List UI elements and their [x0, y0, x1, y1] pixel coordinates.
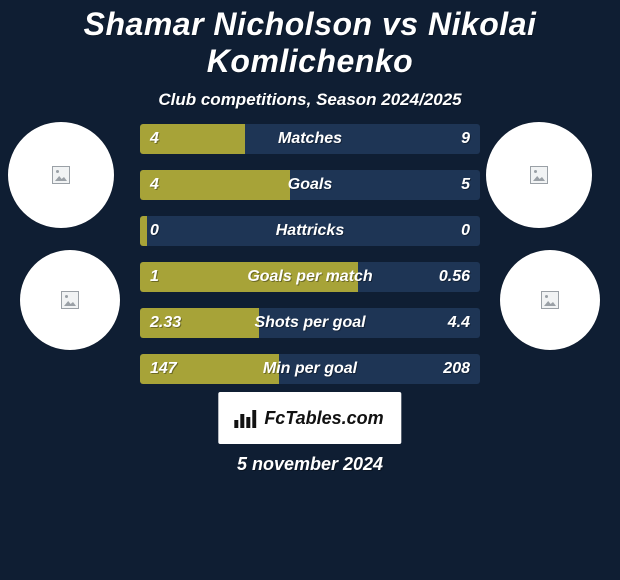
stat-row: Goals45	[140, 170, 480, 200]
source-badge: FcTables.com	[218, 392, 401, 444]
stat-bar-left	[140, 354, 279, 384]
stat-bar-right	[259, 308, 480, 338]
placeholder-icon	[541, 291, 559, 309]
stat-row: Hattricks00	[140, 216, 480, 246]
stat-row: Min per goal147208	[140, 354, 480, 384]
page-title: Shamar Nicholson vs Nikolai Komlichenko	[0, 0, 620, 80]
footer-date: 5 november 2024	[0, 454, 620, 475]
stat-bar-left	[140, 124, 245, 154]
player-right-avatar	[486, 122, 592, 228]
placeholder-icon	[61, 291, 79, 309]
stats-bars: Matches49 Goals45 Hattricks00 Goals per mat…	[140, 124, 480, 400]
stat-bar-left	[140, 216, 147, 246]
stat-bar-left	[140, 308, 259, 338]
stat-row: Goals per match10.56	[140, 262, 480, 292]
placeholder-icon	[530, 166, 548, 184]
stat-bar-right	[290, 170, 480, 200]
stat-bar-right	[358, 262, 480, 292]
player-left-avatar	[8, 122, 114, 228]
stat-row: Matches49	[140, 124, 480, 154]
club-right-avatar	[500, 250, 600, 350]
stat-bar-right	[279, 354, 480, 384]
page-subtitle: Club competitions, Season 2024/2025	[0, 90, 620, 110]
stat-bar-right	[245, 124, 480, 154]
placeholder-icon	[52, 166, 70, 184]
stat-bar-left	[140, 170, 290, 200]
bars-icon	[232, 406, 256, 430]
comparison-card: Shamar Nicholson vs Nikolai Komlichenko …	[0, 0, 620, 580]
source-badge-text: FcTables.com	[264, 408, 383, 429]
stat-bar-left	[140, 262, 358, 292]
stat-row: Shots per goal2.334.4	[140, 308, 480, 338]
stat-bar-right	[147, 216, 480, 246]
club-left-avatar	[20, 250, 120, 350]
